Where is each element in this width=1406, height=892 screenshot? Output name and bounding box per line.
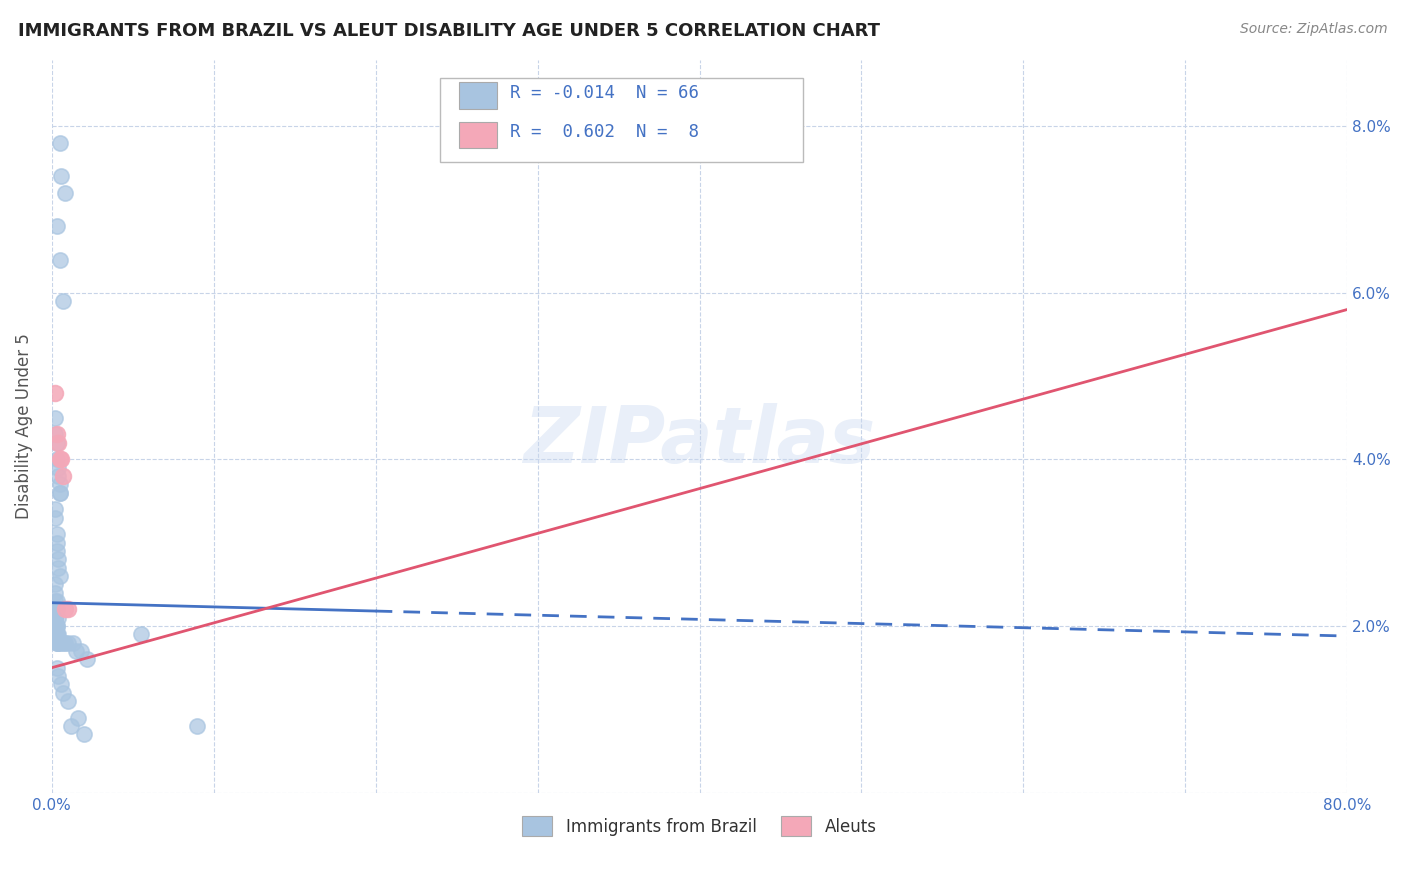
Point [52,686,75,700]
Point [46,552,69,566]
Point [45,427,67,442]
Y-axis label: Disability Age Under 5: Disability Age Under 5 [15,334,32,519]
Point [52,636,75,650]
Point [45,452,67,467]
Point [49,485,72,500]
Point [44,594,66,608]
Text: Source: ZipAtlas.com: Source: ZipAtlas.com [1240,22,1388,37]
Point [45,544,67,558]
Point [76,652,98,666]
Point [44,427,66,442]
Point [53,602,76,616]
Point [45,594,67,608]
Point [53,636,76,650]
Point [44,510,66,524]
Point [49,569,72,583]
Point [46,460,69,475]
Point [44,585,66,599]
Point [46,636,69,650]
Text: IMMIGRANTS FROM BRAZIL VS ALEUT DISABILITY AGE UNDER 5 CORRELATION CHART: IMMIGRANTS FROM BRAZIL VS ALEUT DISABILI… [18,22,880,40]
Point [56,636,79,650]
Point [73,727,96,741]
Point [46,560,69,574]
Point [44,577,66,591]
Point [45,602,67,616]
Legend: Immigrants from Brazil, Aleuts: Immigrants from Brazil, Aleuts [522,816,877,836]
Point [44,385,66,400]
Point [51,677,73,691]
FancyBboxPatch shape [458,82,498,109]
Point [49,477,72,491]
Text: R =  0.602  N =  8: R = 0.602 N = 8 [510,123,699,141]
Point [44,611,66,625]
Point [62,636,84,650]
Point [44,627,66,641]
Point [45,602,67,616]
Point [45,636,67,650]
Point [44,619,66,633]
Point [186,719,208,733]
Point [52,294,75,309]
Point [56,694,79,708]
Point [44,619,66,633]
Point [44,410,66,425]
Point [49,252,72,267]
Point [56,602,79,616]
Point [44,602,66,616]
Point [46,669,69,683]
Point [52,469,75,483]
Point [53,186,76,200]
Point [44,602,66,616]
Point [49,485,72,500]
Point [45,627,67,641]
Point [66,711,89,725]
Point [44,611,66,625]
Point [44,602,66,616]
Point [65,644,87,658]
Point [44,502,66,516]
FancyBboxPatch shape [440,78,803,162]
Point [44,611,66,625]
Point [45,535,67,549]
FancyBboxPatch shape [458,122,498,148]
Point [45,636,67,650]
Point [44,627,66,641]
Point [51,169,73,184]
Point [129,627,152,641]
Point [45,627,67,641]
Point [45,619,67,633]
Point [46,627,69,641]
Point [49,636,72,650]
Point [49,452,72,467]
Text: R = -0.014  N = 66: R = -0.014 N = 66 [510,84,699,102]
Point [49,136,72,150]
Point [60,719,83,733]
Point [45,661,67,675]
Point [46,469,69,483]
Point [45,435,67,450]
Point [51,452,73,467]
Point [70,644,93,658]
Text: ZIPatlas: ZIPatlas [523,403,876,479]
Point [45,219,67,234]
Point [46,435,69,450]
Point [46,611,69,625]
Point [45,619,67,633]
Point [45,527,67,541]
